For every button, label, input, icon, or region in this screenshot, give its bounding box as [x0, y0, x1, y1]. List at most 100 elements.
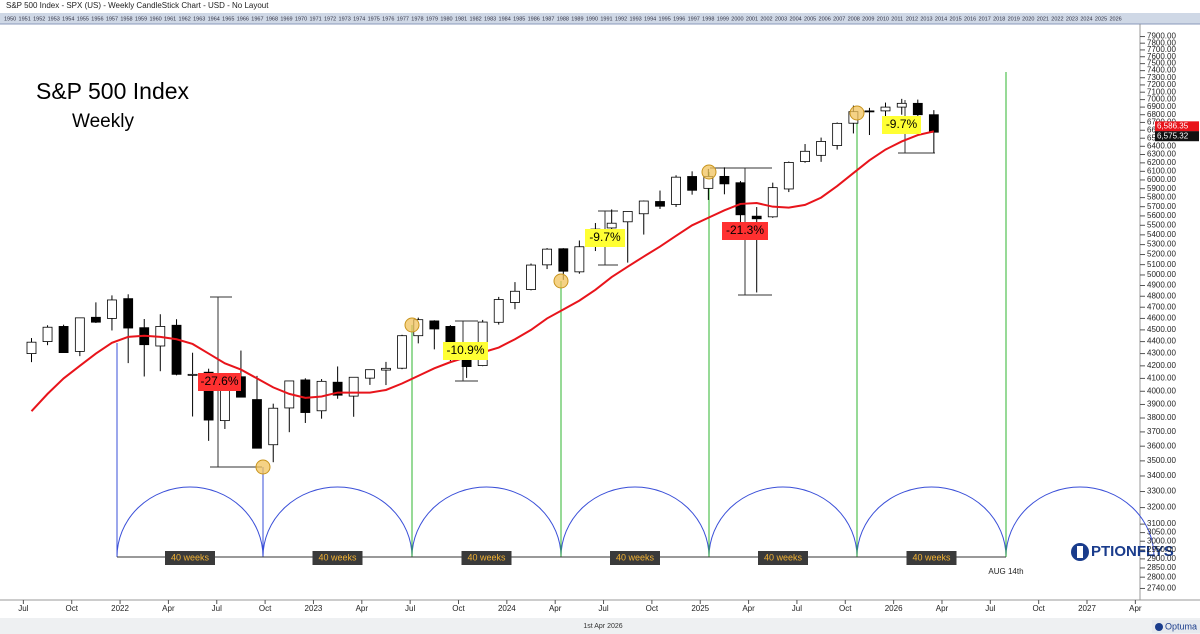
y-tick-label: 4800.00: [1147, 291, 1176, 300]
x-tick-label: Oct: [646, 604, 659, 613]
candle-body: [42, 326, 53, 342]
timeline-year: 2013: [920, 16, 932, 22]
y-tick-label: 7300.00: [1147, 73, 1176, 82]
timeline-year: 1992: [615, 16, 627, 22]
timeline-year: 1995: [659, 16, 671, 22]
timeline-year: 2025: [1095, 16, 1107, 22]
candle-body: [574, 246, 585, 273]
y-tick-label: 6400.00: [1147, 141, 1176, 150]
timeline-year: 2008: [848, 16, 860, 22]
candle-body: [493, 299, 504, 323]
timeline-year: 2012: [906, 16, 918, 22]
y-tick-label: 4900.00: [1147, 281, 1176, 290]
x-tick-label: Jul: [598, 604, 608, 613]
cycle-label: 40 weeks: [467, 552, 506, 562]
timeline-year: 1978: [411, 16, 423, 22]
y-tick-label: 7800.00: [1147, 38, 1176, 47]
candle-body: [832, 122, 843, 146]
x-tick-label: Jul: [18, 604, 28, 613]
timeline-year: 1971: [309, 16, 321, 22]
y-tick-label: 5200.00: [1147, 250, 1176, 259]
timeline-year: 1955: [77, 16, 89, 22]
timeline-year: 2007: [833, 16, 845, 22]
brand-logo: PTIONFLYS: [1091, 543, 1174, 560]
y-tick-label: 3500.00: [1147, 456, 1176, 465]
timeline-year: 1962: [179, 16, 191, 22]
timeline-year: 1985: [513, 16, 525, 22]
y-tick-label: 7400.00: [1147, 66, 1176, 75]
chart-title: S&P 500 Index: [36, 78, 190, 104]
y-tick-label: 2850.00: [1147, 563, 1176, 572]
timeline-year: 1961: [164, 16, 176, 22]
cycle-label-box: [165, 551, 215, 565]
x-tick-label: 2022: [111, 604, 129, 613]
timeline-year: 2014: [935, 16, 947, 22]
timeline-year: 1976: [382, 16, 394, 22]
timeline-year: 1963: [193, 16, 205, 22]
x-tick-label: Jul: [405, 604, 415, 613]
timeline-year: 2001: [746, 16, 758, 22]
timeline-year: 1959: [135, 16, 147, 22]
cycle-label-box: [610, 551, 660, 565]
y-tick-label: 5000.00: [1147, 270, 1176, 279]
y-tick-label: 7000.00: [1147, 95, 1176, 104]
x-tick-label: Apr: [356, 604, 369, 613]
x-tick-label: Oct: [452, 604, 465, 613]
candle-body: [638, 200, 649, 215]
drawdown-label: -27.6%: [200, 374, 238, 388]
candle-body: [622, 211, 633, 223]
timeline-year: 1952: [33, 16, 45, 22]
y-tick-label: 7600.00: [1147, 52, 1176, 61]
timeline-year: 1981: [455, 16, 467, 22]
y-tick-label: 3400.00: [1147, 471, 1176, 480]
y-tick-label: 5800.00: [1147, 193, 1176, 202]
timeline-year: 2018: [993, 16, 1005, 22]
drawdown-label: -10.9%: [446, 343, 484, 357]
x-tick-label: Apr: [936, 604, 949, 613]
cycle-label: 40 weeks: [318, 552, 357, 562]
candle-body: [542, 248, 552, 266]
x-tick-label: Apr: [1129, 604, 1142, 613]
y-tick-label: 3050.00: [1147, 528, 1176, 537]
drawdown-label: -21.3%: [726, 223, 764, 237]
candle-body: [58, 326, 69, 354]
cycle-label: 40 weeks: [171, 552, 210, 562]
cycle-label-box: [906, 551, 957, 565]
price-tag: [1155, 131, 1199, 142]
timeline-year: 1975: [368, 16, 380, 22]
x-tick-label: Apr: [742, 604, 755, 613]
timeline-year: 2016: [964, 16, 976, 22]
candle-body: [751, 215, 762, 220]
timeline-year: 2011: [891, 16, 903, 22]
x-tick-label: 2025: [691, 604, 709, 613]
x-tick-label: Jul: [212, 604, 222, 613]
y-tick-label: 3800.00: [1147, 413, 1176, 422]
candle-body: [783, 162, 794, 190]
candle-body: [510, 290, 520, 303]
y-tick-label: 4400.00: [1147, 337, 1176, 346]
timeline-year: 1965: [222, 16, 234, 22]
cycle-label: 40 weeks: [912, 552, 951, 562]
timeline-year: 1968: [266, 16, 278, 22]
timeline-year: 2004: [789, 16, 801, 22]
cycle-label-box: [461, 551, 512, 565]
y-tick-label: 4600.00: [1147, 314, 1176, 323]
timeline-year: 1987: [542, 16, 554, 22]
y-tick-label: 5400.00: [1147, 230, 1176, 239]
drawdown-box: [198, 373, 241, 391]
timeline-year: 2006: [819, 16, 831, 22]
timeline-year: 2002: [760, 16, 772, 22]
timeline-year: 1973: [339, 16, 351, 22]
candle-body: [348, 376, 359, 397]
chart-subtitle: Weekly: [72, 111, 134, 132]
timeline-year: 2009: [862, 16, 874, 22]
y-tick-label: 7700.00: [1147, 45, 1176, 54]
timeline-year: 1991: [600, 16, 612, 22]
y-tick-label: 4100.00: [1147, 374, 1176, 383]
timeline-year: 1957: [106, 16, 118, 22]
timeline-year: 1956: [91, 16, 103, 22]
y-tick-label: 5100.00: [1147, 260, 1176, 269]
x-tick-label: 2027: [1078, 604, 1096, 613]
y-tick-label: 7900.00: [1147, 32, 1176, 41]
